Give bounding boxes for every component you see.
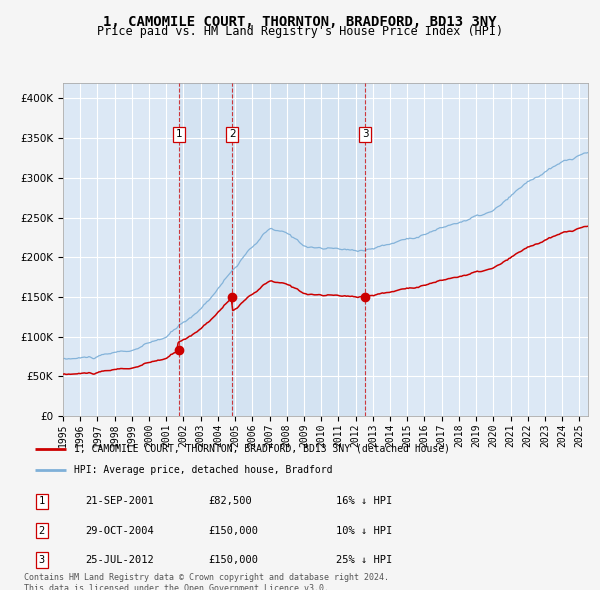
Text: 3: 3: [39, 555, 45, 565]
Text: £150,000: £150,000: [208, 555, 258, 565]
Text: 3: 3: [362, 129, 368, 139]
Text: 29-OCT-2004: 29-OCT-2004: [85, 526, 154, 536]
Text: 1, CAMOMILE COURT, THORNTON, BRADFORD, BD13 3NY (detached house): 1, CAMOMILE COURT, THORNTON, BRADFORD, B…: [74, 444, 450, 454]
Text: 1, CAMOMILE COURT, THORNTON, BRADFORD, BD13 3NY: 1, CAMOMILE COURT, THORNTON, BRADFORD, B…: [103, 15, 497, 29]
Bar: [179, 83, 232, 416]
Text: 1: 1: [175, 129, 182, 139]
Text: 16% ↓ HPI: 16% ↓ HPI: [337, 496, 393, 506]
Text: Contains HM Land Registry data © Crown copyright and database right 2024.
This d: Contains HM Land Registry data © Crown c…: [24, 573, 389, 590]
Text: £82,500: £82,500: [208, 496, 252, 506]
Text: HPI: Average price, detached house, Bradford: HPI: Average price, detached house, Brad…: [74, 465, 333, 475]
Text: 25% ↓ HPI: 25% ↓ HPI: [337, 555, 393, 565]
Text: Price paid vs. HM Land Registry's House Price Index (HPI): Price paid vs. HM Land Registry's House …: [97, 25, 503, 38]
Bar: [232, 83, 365, 416]
Text: £150,000: £150,000: [208, 526, 258, 536]
Text: 2: 2: [229, 129, 236, 139]
Text: 25-JUL-2012: 25-JUL-2012: [85, 555, 154, 565]
Text: 10% ↓ HPI: 10% ↓ HPI: [337, 526, 393, 536]
Text: 1: 1: [39, 496, 45, 506]
Text: 21-SEP-2001: 21-SEP-2001: [85, 496, 154, 506]
Text: 2: 2: [39, 526, 45, 536]
